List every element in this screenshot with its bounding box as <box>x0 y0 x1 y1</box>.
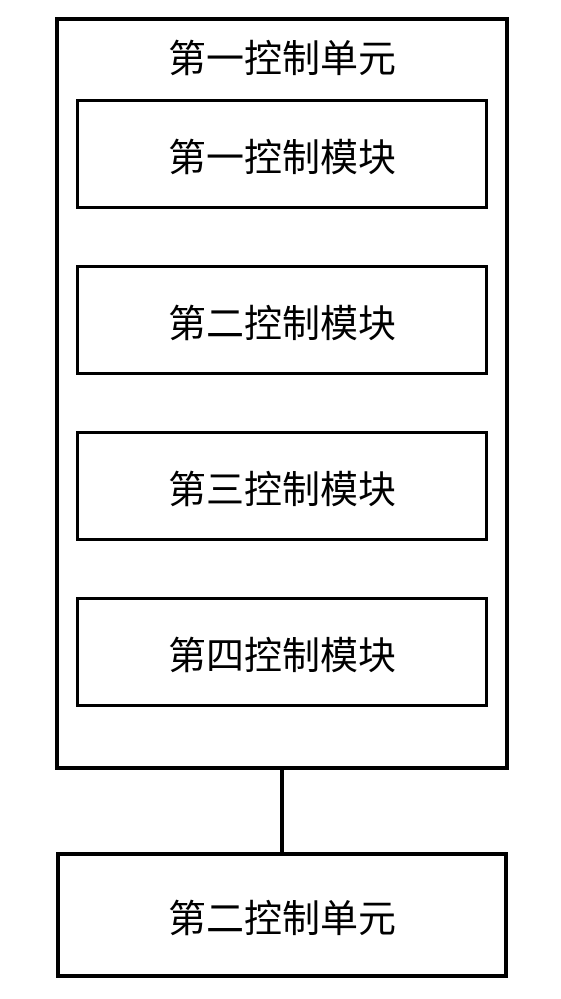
module-label: 第一控制模块 <box>168 127 396 182</box>
first-control-unit-title: 第一控制单元 <box>59 21 505 99</box>
module-label: 第二控制模块 <box>168 293 396 348</box>
module-box-4: 第四控制模块 <box>76 597 488 707</box>
second-control-unit-label: 第二控制单元 <box>168 888 396 943</box>
first-control-unit-box: 第一控制单元 第一控制模块 第二控制模块 第三控制模块 第四控制模块 <box>55 17 509 770</box>
module-box-1: 第一控制模块 <box>76 99 488 209</box>
module-box-2: 第二控制模块 <box>76 265 488 375</box>
module-label: 第四控制模块 <box>168 625 396 680</box>
connector-line <box>280 770 284 852</box>
second-control-unit-box: 第二控制单元 <box>56 852 508 978</box>
module-box-3: 第三控制模块 <box>76 431 488 541</box>
module-label: 第三控制模块 <box>168 459 396 514</box>
